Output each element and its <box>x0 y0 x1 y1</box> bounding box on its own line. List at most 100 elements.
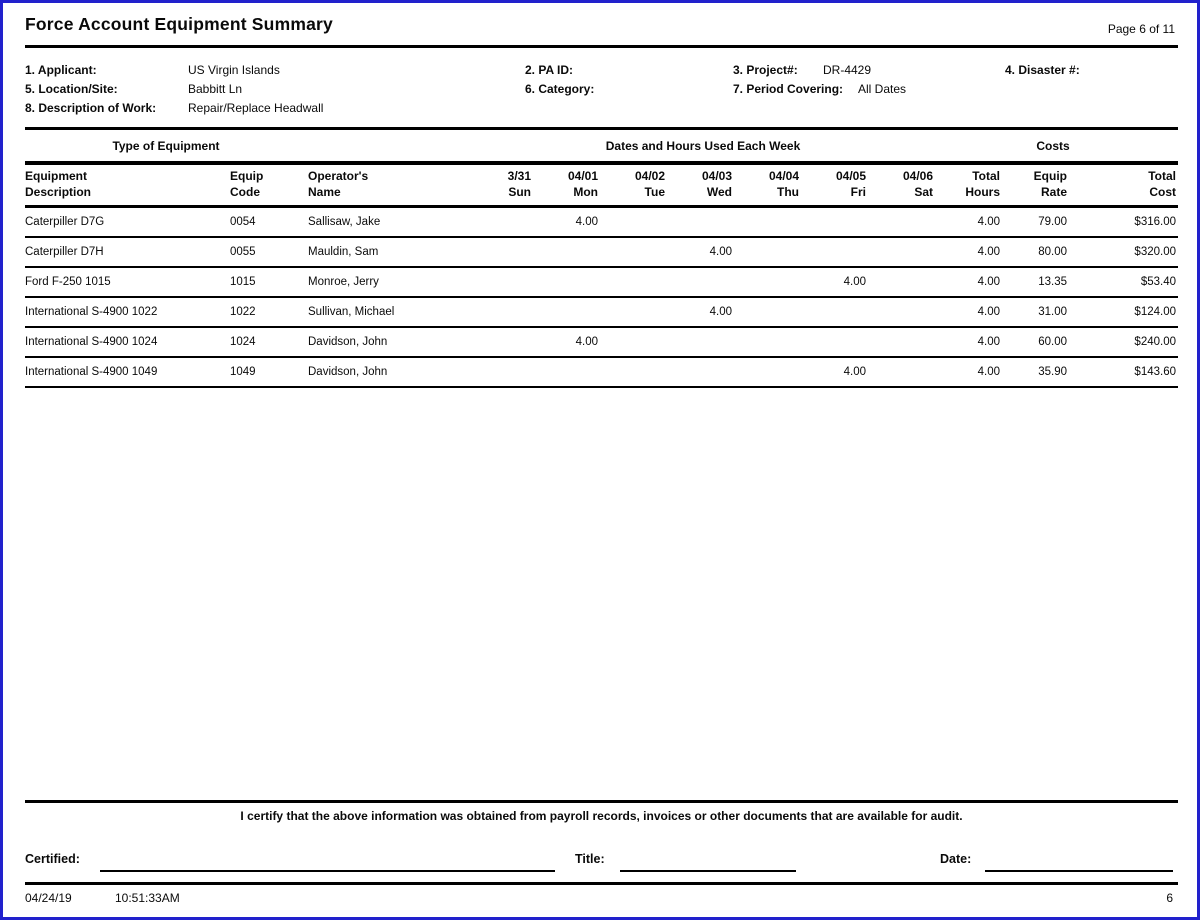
day-hours-cell <box>533 236 600 268</box>
total-hours-cell: 4.00 <box>935 296 1002 328</box>
day-hours-cell <box>466 356 533 388</box>
day-hours-cell <box>466 296 533 328</box>
column-header-tue: 04/02 Tue <box>600 169 667 209</box>
title-signature-line <box>620 870 796 872</box>
day-hours-cell <box>466 326 533 358</box>
column-header-thu: 04/04 Thu <box>734 169 801 209</box>
equip-code-cell: 0054 <box>230 206 308 238</box>
equipment-table: Equipment Description Equip Code Operator's N… <box>25 169 1178 388</box>
day-hours-cell <box>600 296 667 328</box>
column-header-sat: 04/06 Sat <box>868 169 935 209</box>
column-header-cost: Total Cost <box>1069 169 1178 209</box>
page-indicator: Page 6 of 11 <box>1107 22 1175 36</box>
equip-rate-cell: 31.00 <box>1002 296 1069 328</box>
column-header-wed: 04/03 Wed <box>667 169 734 209</box>
project-number-value: DR-4429 <box>823 63 872 77</box>
day-hours-cell <box>667 356 734 388</box>
day-hours-cell <box>734 356 801 388</box>
equipment-row: Ford F-250 1015 1015 Monroe, Jerry 4.00 4.00… <box>25 266 1178 298</box>
period-covering-label: 7. Period Covering: <box>733 82 844 96</box>
total-hours-cell: 4.00 <box>935 236 1002 268</box>
disaster-number-label: 4. Disaster #: <box>1005 63 1080 77</box>
day-hours-cell: 4.00 <box>533 206 600 238</box>
day-hours-cell <box>801 326 868 358</box>
equip-code-cell: 1024 <box>230 326 308 358</box>
day-hours-cell <box>868 326 935 358</box>
title-label: Title: <box>575 852 605 866</box>
day-hours-cell <box>600 356 667 388</box>
column-header-fri: 04/05 Fri <box>801 169 868 209</box>
day-hours-cell <box>801 206 868 238</box>
day-hours-cell <box>801 236 868 268</box>
total-cost-cell: $53.40 <box>1069 266 1178 298</box>
equipment-row: International S-4900 1022 1022 Sullivan, M… <box>25 296 1178 328</box>
day-hours-cell <box>734 206 801 238</box>
day-hours-cell <box>466 206 533 238</box>
operator-name-cell: Sallisaw, Jake <box>308 206 466 238</box>
certified-label: Certified: <box>25 852 80 866</box>
day-hours-cell <box>868 296 935 328</box>
footer-rule <box>25 882 1178 885</box>
date-signature-line <box>985 870 1173 872</box>
title-rule <box>25 45 1178 48</box>
column-header-sun: 3/31 Sun <box>466 169 533 209</box>
total-cost-cell: $240.00 <box>1069 326 1178 358</box>
description-of-work-value: Repair/Replace Headwall <box>188 101 324 115</box>
total-hours-cell: 4.00 <box>935 266 1002 298</box>
band-type-of-equipment: Type of Equipment <box>112 139 220 153</box>
equip-code-cell: 1022 <box>230 296 308 328</box>
equipment-row: Caterpiller D7G 0054 Sallisaw, Jake 4.00 4.0… <box>25 206 1178 238</box>
column-header-description: Equipment Description <box>25 169 230 209</box>
column-header-row: Equipment Description Equip Code Operator's N… <box>25 169 1178 209</box>
operator-name-cell: Sullivan, Michael <box>308 296 466 328</box>
certification-rule <box>25 800 1178 803</box>
day-hours-cell: 4.00 <box>667 296 734 328</box>
location-site-value: Babbitt Ln <box>188 82 243 96</box>
total-hours-cell: 4.00 <box>935 206 1002 238</box>
operator-name-cell: Davidson, John <box>308 326 466 358</box>
description-of-work-label: 8. Description of Work: <box>25 101 157 115</box>
equip-rate-cell: 79.00 <box>1002 206 1069 238</box>
day-hours-cell <box>868 266 935 298</box>
day-hours-cell <box>734 326 801 358</box>
day-hours-cell <box>466 266 533 298</box>
equipment-description-cell: International S-4900 1049 <box>25 356 230 388</box>
equip-rate-cell: 35.90 <box>1002 356 1069 388</box>
applicant-label: 1. Applicant: <box>25 63 97 77</box>
certified-signature-line <box>100 870 555 872</box>
day-hours-cell <box>734 296 801 328</box>
day-hours-cell <box>868 356 935 388</box>
day-hours-cell <box>667 206 734 238</box>
day-hours-cell: 4.00 <box>801 266 868 298</box>
day-hours-cell <box>868 236 935 268</box>
column-header-rate: Equip Rate <box>1002 169 1069 209</box>
location-site-label: 5. Location/Site: <box>25 82 118 96</box>
equipment-row: Caterpiller D7H 0055 Mauldin, Sam 4.00 4.00 8… <box>25 236 1178 268</box>
header-rule <box>25 127 1178 130</box>
day-hours-cell <box>600 236 667 268</box>
operator-name-cell: Monroe, Jerry <box>308 266 466 298</box>
day-hours-cell <box>533 266 600 298</box>
project-number-label: 3. Project#: <box>733 63 798 77</box>
total-cost-cell: $143.60 <box>1069 356 1178 388</box>
day-hours-cell <box>868 206 935 238</box>
day-hours-cell <box>533 296 600 328</box>
total-hours-cell: 4.00 <box>935 356 1002 388</box>
equipment-description-cell: Caterpiller D7G <box>25 206 230 238</box>
date-label: Date: <box>940 852 972 866</box>
category-label: 6. Category: <box>525 82 595 96</box>
day-hours-cell <box>801 296 868 328</box>
equipment-description-cell: Caterpiller D7H <box>25 236 230 268</box>
pa-id-label: 2. PA ID: <box>525 63 574 77</box>
day-hours-cell <box>734 236 801 268</box>
period-covering-value: All Dates <box>858 82 907 96</box>
column-header-hours: Total Hours <box>935 169 1002 209</box>
day-hours-cell <box>600 326 667 358</box>
day-hours-cell <box>667 266 734 298</box>
total-cost-cell: $320.00 <box>1069 236 1178 268</box>
footer-time: 10:51:33AM <box>115 891 180 905</box>
band-costs: Costs <box>1036 139 1070 153</box>
day-hours-cell <box>533 356 600 388</box>
equip-code-cell: 1049 <box>230 356 308 388</box>
